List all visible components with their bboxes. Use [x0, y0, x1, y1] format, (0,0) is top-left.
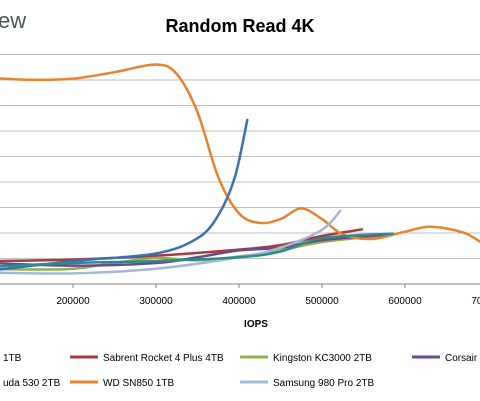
x-tick-label: 600000	[388, 296, 422, 307]
x-tick-labels: 200000 300000 400000 500000 600000 700000	[56, 284, 480, 307]
legend-label: WD SN850 1TB	[103, 378, 174, 389]
legend-label: Corsair	[445, 353, 478, 364]
legend-label: Kingston KC3000 2TB	[273, 353, 372, 364]
x-tick-label: 700000	[471, 296, 480, 307]
x-tick-label: 500000	[305, 296, 339, 307]
legend-label: Samsung 980 Pro 2TB	[273, 378, 374, 389]
series-line-1	[0, 228, 364, 263]
x-axis-label: IOPS	[244, 319, 268, 330]
legend: 1TB Sabrent Rocket 4 Plus 4TB Kingston KC3…	[3, 353, 478, 389]
series-line-3	[0, 233, 394, 267]
series-line-6	[0, 118, 249, 271]
x-tick-label: 300000	[139, 296, 173, 307]
legend-label: Sabrent Rocket 4 Plus 4TB	[103, 353, 224, 364]
series-line-5	[0, 209, 342, 275]
legend-label: uda 530 2TB	[3, 378, 61, 389]
legend-label: 1TB	[3, 353, 22, 364]
series-line-7	[0, 232, 394, 268]
x-tick-label: 400000	[222, 296, 256, 307]
chart-title: Random Read 4K	[165, 16, 314, 36]
series-layer	[0, 63, 480, 275]
x-tick-label: 200000	[56, 296, 90, 307]
brand-fragment: ew	[0, 8, 26, 33]
series-line-4	[0, 63, 480, 244]
